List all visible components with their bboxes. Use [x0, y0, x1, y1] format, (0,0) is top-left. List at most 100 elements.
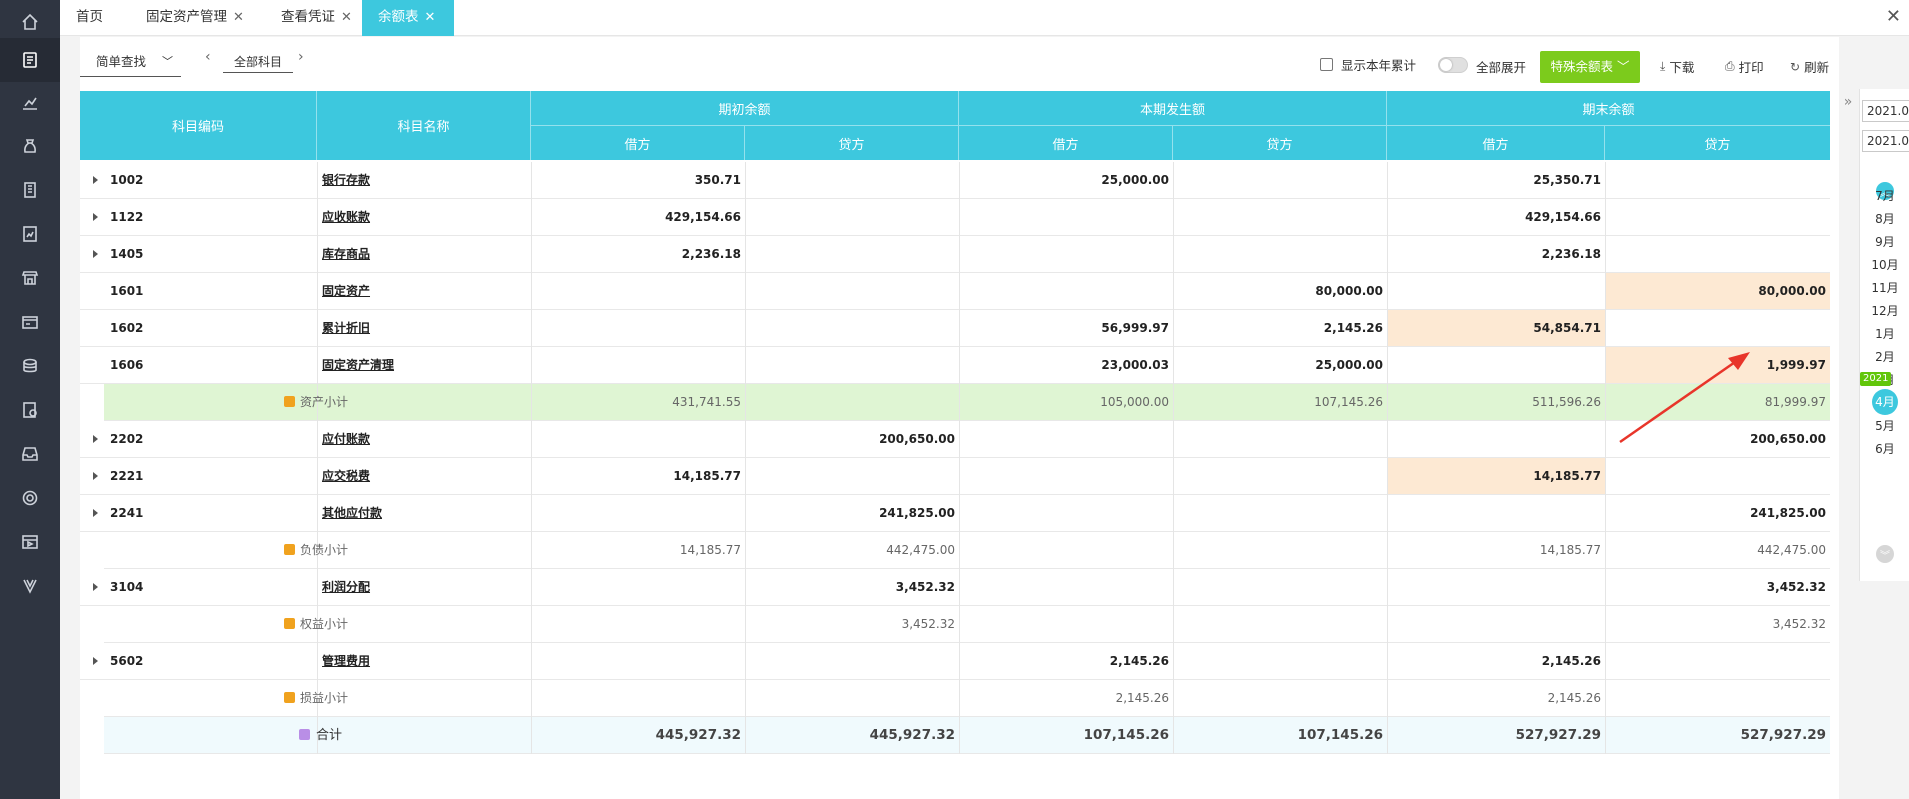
subject-name-link[interactable]: 管理费用 — [322, 654, 371, 668]
subject-code: 1405 — [110, 247, 144, 261]
amount-cell — [531, 606, 745, 643]
media-icon[interactable] — [0, 520, 60, 564]
close-icon[interactable]: ✕ — [233, 10, 244, 25]
amount-cell: 431,741.55 — [672, 395, 741, 409]
month-item[interactable]: 5月 — [1875, 419, 1895, 433]
header-name[interactable]: 科目名称 — [317, 91, 531, 160]
month-item[interactable]: 8月 — [1875, 212, 1895, 226]
subject-name-link[interactable]: 应交税费 — [322, 469, 371, 483]
month-item[interactable]: 4月 — [1872, 389, 1898, 415]
tab-fixed-assets[interactable]: 固定资产管理 ✕ — [130, 0, 260, 36]
amount-cell — [1605, 162, 1830, 199]
table-row[interactable]: 5602 管理费用 2,145.26 2,145.26 — [80, 643, 1830, 680]
print-button[interactable]: ⎙ 打印 — [1725, 57, 1764, 76]
card-icon[interactable] — [0, 300, 60, 344]
next-subject-icon[interactable]: › — [298, 49, 304, 65]
prev-subject-icon[interactable]: ‹ — [205, 49, 211, 65]
subject-name-link[interactable]: 利润分配 — [322, 580, 371, 594]
expand-caret-icon[interactable] — [93, 435, 98, 443]
tab-home[interactable]: 首页 — [60, 0, 119, 36]
amount-cell — [1387, 606, 1605, 643]
month-item[interactable]: 10月 — [1871, 258, 1899, 272]
column-divider — [1387, 569, 1388, 606]
scroll-up-icon[interactable]: ︽ — [1876, 182, 1894, 200]
table-row[interactable]: 1601 固定资产 80,000.00 80,000.00 — [80, 273, 1830, 310]
amount-cell — [745, 643, 959, 680]
simple-search-dropdown[interactable]: 简单查找 ﹀ — [80, 51, 181, 77]
document-settings-icon[interactable] — [0, 388, 60, 432]
table-row[interactable]: 2202 应付账款 200,650.00 200,650.00 — [80, 421, 1830, 458]
expand-caret-icon[interactable] — [93, 250, 98, 258]
table-row[interactable]: 3104 利润分配 3,452.32 3,452.32 — [80, 569, 1830, 606]
special-balance-button[interactable]: 特殊余额表 ﹀ — [1540, 51, 1640, 83]
download-button[interactable]: ⤓ 下载 — [1660, 57, 1694, 76]
building-icon[interactable] — [0, 168, 60, 212]
tab-balance-sheet[interactable]: 余额表 ✕ — [362, 0, 454, 36]
month-item[interactable]: 7月 — [1875, 189, 1895, 203]
subtotal-row[interactable]: 权益小计 3,452.32 3,452.32 — [104, 606, 1830, 643]
inbox-icon[interactable] — [0, 432, 60, 476]
subtotal-row[interactable]: 损益小计 2,145.26 2,145.26 — [104, 680, 1830, 717]
expand-caret-icon[interactable] — [93, 213, 98, 221]
home-icon[interactable] — [0, 0, 60, 44]
subject-name-link[interactable]: 银行存款 — [322, 173, 371, 187]
expand-caret-icon[interactable] — [93, 472, 98, 480]
month-item[interactable]: 9月 — [1875, 235, 1895, 249]
table-row[interactable]: 1122 应收账款 429,154.66 429,154.66 — [80, 199, 1830, 236]
subject-name-link[interactable]: 固定资产清理 — [322, 358, 395, 372]
month-item[interactable]: 12月 — [1871, 304, 1899, 318]
month-item[interactable]: 11月 — [1871, 281, 1899, 295]
close-icon[interactable]: ✕ — [341, 10, 352, 25]
shop-icon[interactable] — [0, 256, 60, 300]
close-window-icon[interactable]: ✕ — [1885, 6, 1901, 27]
show-cumulative-checkbox[interactable]: 显示本年累计 — [1320, 55, 1416, 74]
voucher-icon[interactable] — [0, 38, 60, 82]
subject-name-link[interactable]: 其他应付款 — [322, 506, 383, 520]
amount-cell — [959, 532, 1173, 569]
subject-name-link[interactable]: 库存商品 — [322, 247, 371, 261]
scroll-down-icon[interactable]: ︾ — [1876, 545, 1894, 563]
month-item[interactable]: 6月 — [1875, 442, 1895, 456]
amount-cell — [1605, 236, 1830, 273]
month-item[interactable]: 1月 — [1875, 327, 1895, 341]
start-period-input[interactable]: 2021.04 — [1862, 100, 1909, 122]
v-logo-icon[interactable] — [0, 564, 60, 608]
money-bag-icon[interactable] — [0, 124, 60, 168]
table-row[interactable]: 2221 应交税费 14,185.77 14,185.77 — [80, 458, 1830, 495]
amount-cell — [1173, 458, 1387, 495]
coins-icon[interactable] — [0, 344, 60, 388]
header-period-credit: 贷方 — [1173, 125, 1387, 160]
month-item[interactable]: 2月 — [1875, 350, 1895, 364]
expand-caret-icon[interactable] — [93, 176, 98, 184]
end-period-input[interactable]: 2021.04 — [1862, 130, 1909, 152]
subject-name-link[interactable]: 应付账款 — [322, 432, 371, 446]
expand-all-toggle[interactable] — [1438, 57, 1468, 73]
subtotal-row[interactable]: 负债小计 14,185.77 442,475.00 14,185.77 442,475.… — [104, 532, 1830, 569]
tab-view-voucher[interactable]: 查看凭证 ✕ — [265, 0, 368, 36]
refresh-button[interactable]: ↻ 刷新 — [1790, 57, 1829, 76]
checkbox-box[interactable] — [1320, 58, 1333, 71]
subtotal-row[interactable]: 资产小计 431,741.55 105,000.00 107,145.26 511,59… — [104, 384, 1830, 421]
column-divider — [1605, 495, 1606, 532]
table-row[interactable]: 2241 其他应付款 241,825.00 241,825.00 — [80, 495, 1830, 532]
table-row[interactable]: 1405 库存商品 2,236.18 2,236.18 — [80, 236, 1830, 273]
total-row[interactable]: 合计 445,927.32 445,927.32 107,145.26 107,145.… — [104, 717, 1830, 754]
amount-cell — [959, 606, 1173, 643]
expand-caret-icon[interactable] — [93, 583, 98, 591]
subject-name-link[interactable]: 累计折旧 — [322, 321, 371, 335]
table-row[interactable]: 1602 累计折旧 56,999.97 2,145.26 54,854.71 — [80, 310, 1830, 347]
close-icon[interactable]: ✕ — [424, 10, 436, 25]
report-icon[interactable] — [0, 212, 60, 256]
subject-name-link[interactable]: 固定资产 — [322, 284, 371, 298]
gear-icon[interactable] — [0, 476, 60, 520]
amount-cell — [745, 347, 959, 384]
subject-name-link[interactable]: 应收账款 — [322, 210, 371, 224]
collapse-panel-icon[interactable]: » — [1843, 94, 1853, 110]
all-subjects-selector[interactable]: 全部科目 — [223, 51, 293, 73]
header-code[interactable]: 科目编码 — [80, 91, 317, 160]
table-row[interactable]: 1002 银行存款 350.71 25,000.00 25,350.71 — [80, 162, 1830, 199]
chart-icon[interactable] — [0, 80, 60, 124]
table-row[interactable]: 1606 固定资产清理 23,000.03 25,000.00 1,999.97 — [80, 347, 1830, 384]
expand-caret-icon[interactable] — [93, 657, 98, 665]
expand-caret-icon[interactable] — [93, 509, 98, 517]
